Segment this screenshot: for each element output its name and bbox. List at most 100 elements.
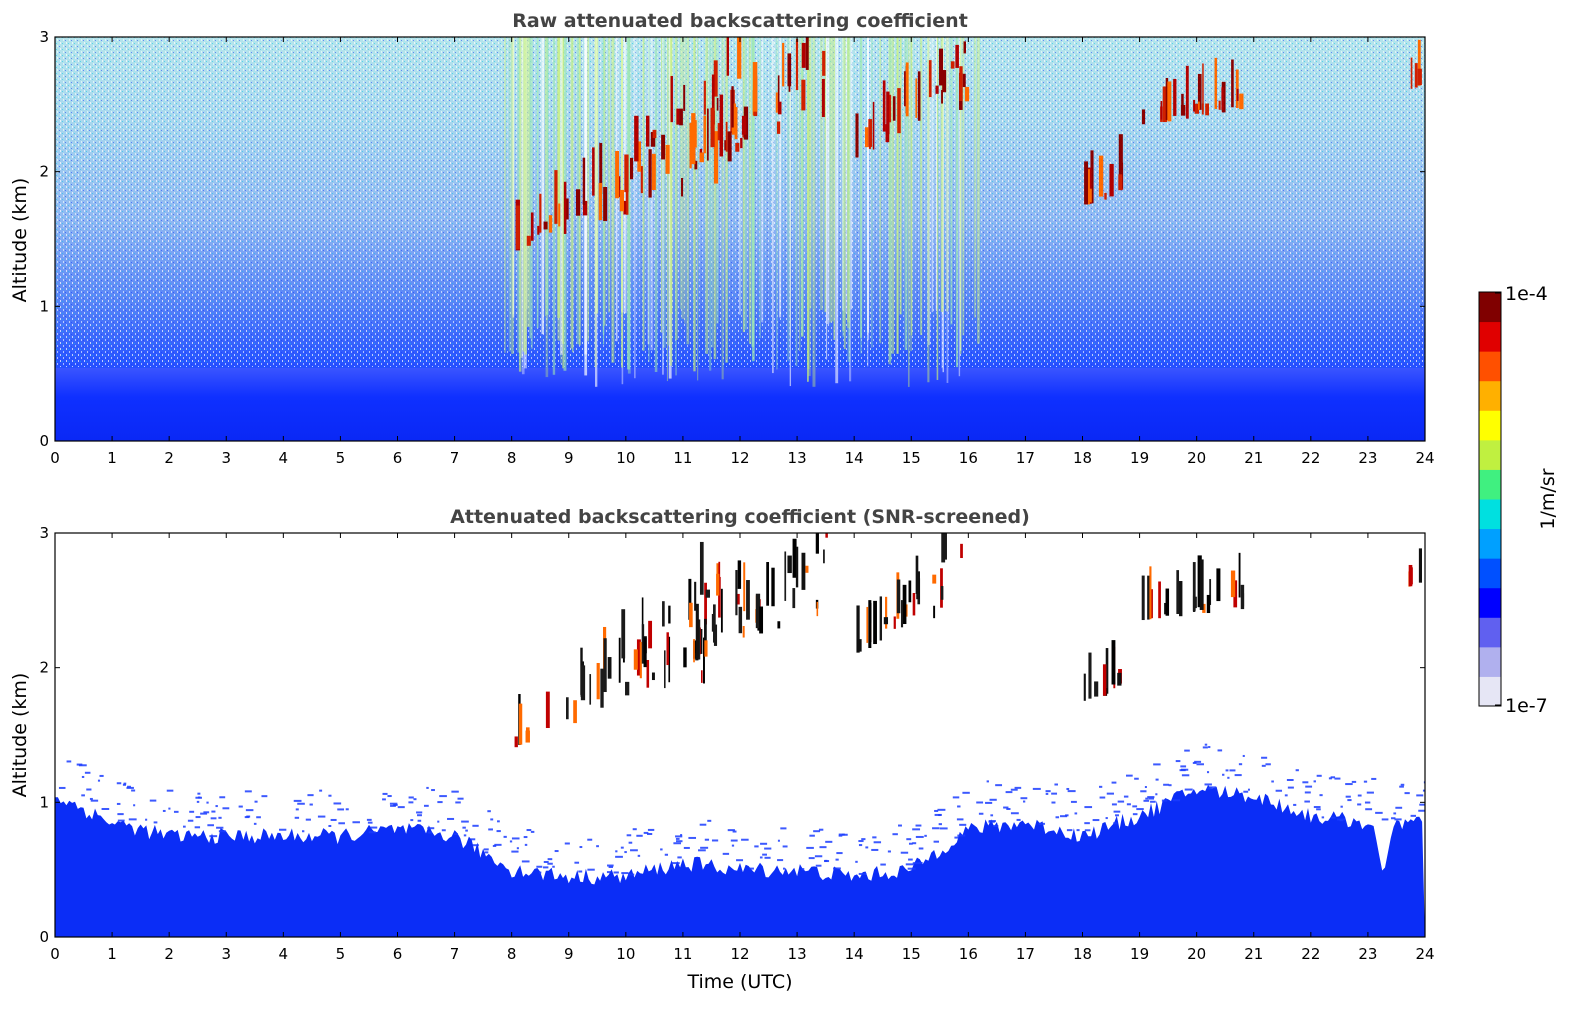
screened-speck — [1196, 763, 1204, 766]
screened-speck — [1155, 778, 1159, 781]
screened-speck — [704, 838, 710, 841]
screened-cloud-mark — [518, 703, 523, 745]
raw-cloud-mark — [915, 78, 918, 118]
raw-noise-streak — [920, 37, 923, 335]
screened-cloud-mark — [683, 647, 687, 668]
screened-cloud-mark — [1230, 570, 1236, 598]
screened-cloud-mark — [1408, 564, 1413, 587]
screened-speck — [543, 866, 549, 869]
screened-speck — [938, 823, 942, 826]
screened-speck — [166, 789, 174, 792]
screened-cloud-mark — [600, 668, 604, 708]
raw-y-tick-label: 3 — [39, 28, 49, 46]
screened-speck — [727, 829, 735, 832]
raw-noise-streak — [799, 37, 801, 352]
screened-speck — [1076, 829, 1080, 832]
raw-cloud-mark — [734, 106, 738, 140]
screened-speck — [393, 803, 398, 806]
raw-cloud-mark — [1236, 88, 1239, 101]
raw-cloud-mark — [717, 123, 720, 141]
raw-title: Raw attenuated backscattering coefficien… — [512, 10, 968, 32]
raw-noise-streak — [761, 37, 764, 323]
raw-noise-streak — [662, 37, 666, 348]
screened-cloud-mark — [743, 562, 746, 612]
raw-cloud-mark — [695, 120, 697, 148]
raw-cloud-mark — [679, 108, 683, 126]
raw-x-tick-label: 7 — [450, 449, 460, 467]
raw-cloud-mark — [735, 142, 740, 152]
screened-plot-area — [55, 533, 1425, 937]
raw-cloud-mark — [822, 50, 826, 76]
screened-speck — [552, 865, 555, 868]
screened-noise-specks — [58, 743, 1425, 876]
screened-y-tick-label: 3 — [39, 524, 49, 542]
raw-cloud-mark — [711, 74, 715, 111]
screened-cloud-mark — [699, 541, 704, 595]
screened-speck — [509, 840, 513, 843]
screened-speck — [1202, 746, 1208, 749]
screened-speck — [244, 790, 252, 793]
raw-cloud-mark — [1165, 77, 1169, 120]
screened-cloud-mark — [960, 543, 963, 559]
screened-speck — [711, 839, 719, 842]
screened-speck — [116, 782, 122, 785]
screened-speck — [490, 818, 494, 821]
screened-x-tick-label: 19 — [1130, 945, 1149, 963]
screened-cloud-mark — [933, 605, 936, 619]
raw-noise-streak — [824, 37, 827, 313]
screened-speck — [543, 860, 549, 863]
screened-cloud-mark — [795, 546, 799, 588]
screened-cloud-mark — [1158, 581, 1161, 619]
raw-cloud-mark — [1194, 103, 1200, 114]
screened-speck — [219, 796, 226, 799]
screened-speck — [1399, 785, 1404, 788]
screened-cloud-mark — [940, 586, 944, 600]
screened-speck — [939, 827, 948, 830]
screened-speck — [871, 848, 879, 851]
screened-speck — [455, 801, 461, 804]
screened-x-tick-label: 10 — [616, 945, 635, 963]
raw-noise-streak — [594, 37, 598, 387]
screened-x-tick-label: 5 — [336, 945, 346, 963]
screened-speck — [530, 830, 535, 833]
screened-speck — [319, 789, 323, 792]
raw-cloud-mark — [624, 154, 629, 193]
screened-speck — [912, 842, 917, 845]
screened-cloud-mark — [896, 579, 901, 614]
screened-cloud-mark — [1102, 664, 1107, 696]
raw-cloud-mark — [1239, 93, 1244, 110]
colorbar-segment — [1479, 410, 1501, 441]
raw-x-tick-label: 21 — [1244, 449, 1263, 467]
screened-speck — [521, 860, 530, 863]
raw-x-tick-label: 10 — [616, 449, 635, 467]
screened-speck — [472, 824, 479, 827]
raw-cloud-mark — [703, 115, 707, 154]
screened-speck — [934, 809, 939, 812]
raw-cloud-mark — [752, 62, 758, 112]
screened-cloud-mark — [1209, 579, 1212, 605]
raw-noise-streak — [705, 37, 709, 354]
screened-speck — [1410, 814, 1417, 817]
screened-speck — [426, 786, 429, 789]
raw-noise-streak — [627, 37, 630, 370]
raw-cloud-mark — [955, 44, 959, 68]
screened-cloud-mark — [545, 691, 550, 729]
screened-cloud-mark — [618, 637, 621, 683]
screened-speck — [117, 813, 124, 816]
screened-speck — [908, 842, 913, 845]
screened-speck — [198, 796, 201, 799]
raw-y-tick-label: 2 — [39, 163, 49, 181]
screened-cloud-mark — [766, 562, 770, 606]
screened-speck — [1261, 764, 1266, 767]
raw-noise-streak — [808, 37, 811, 377]
screened-speck — [1345, 783, 1353, 786]
screened-cloud-mark — [713, 604, 716, 643]
colorbar-min-label: 1e-7 — [1505, 695, 1548, 717]
raw-x-tick-label: 4 — [279, 449, 289, 467]
screened-speck — [81, 794, 85, 797]
raw-x-tick-label: 14 — [845, 449, 864, 467]
screened-speck — [838, 833, 845, 836]
screened-speck — [437, 801, 443, 804]
raw-cloud-mark — [725, 121, 728, 152]
screened-speck — [439, 795, 447, 798]
